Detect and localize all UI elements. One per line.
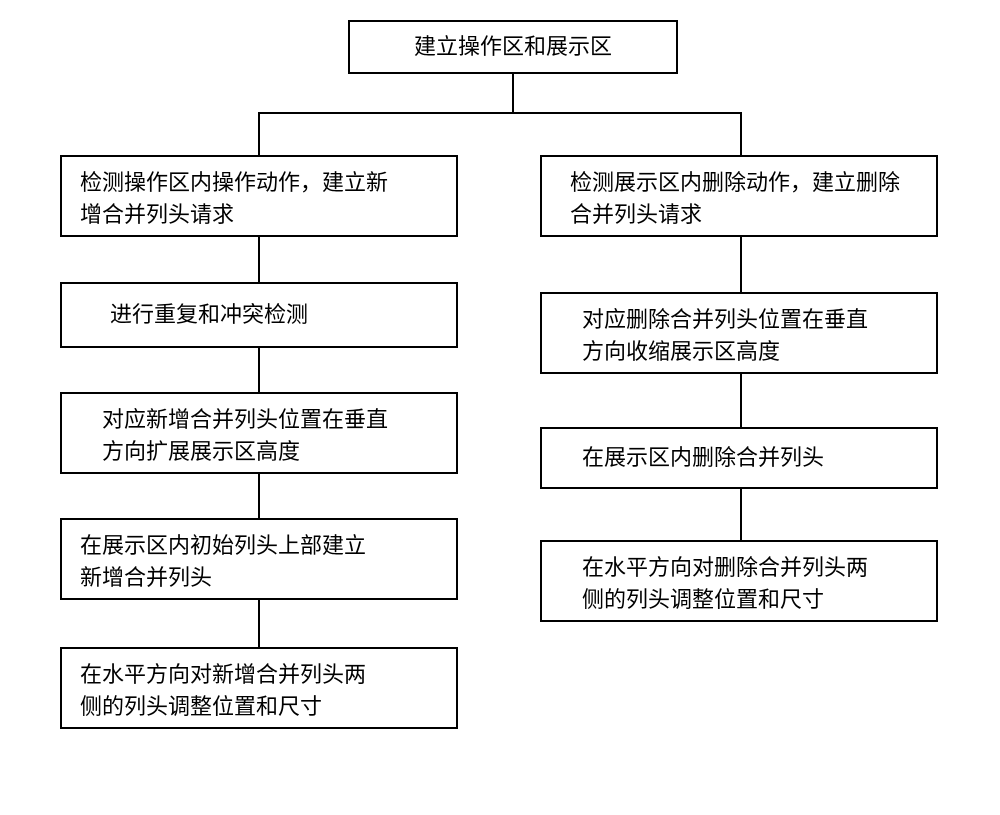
edge-l1-l2 [258,237,260,282]
edge-r1-r2 [740,237,742,292]
edge-branch-right-down [740,112,742,155]
node-l4-text: 在展示区内初始列头上部建立 新增合并列头 [80,530,366,594]
node-r4-text: 在水平方向对删除合并列头两 侧的列头调整位置和尺寸 [582,552,868,616]
node-r2-text: 对应删除合并列头位置在垂直 方向收缩展示区高度 [582,304,868,368]
node-l2: 进行重复和冲突检测 [60,282,458,348]
node-l5: 在水平方向对新增合并列头两 侧的列头调整位置和尺寸 [60,647,458,729]
node-root-text: 建立操作区和展示区 [368,31,658,63]
node-l1: 检测操作区内操作动作，建立新 增合并列头请求 [60,155,458,237]
edge-l4-l5 [258,600,260,647]
node-r4: 在水平方向对删除合并列头两 侧的列头调整位置和尺寸 [540,540,938,622]
node-l3-text: 对应新增合并列头位置在垂直 方向扩展展示区高度 [102,404,388,468]
edge-root-down [512,74,514,112]
edge-r2-r3 [740,374,742,427]
edge-r3-r4 [740,489,742,540]
node-l3: 对应新增合并列头位置在垂直 方向扩展展示区高度 [60,392,458,474]
node-l5-text: 在水平方向对新增合并列头两 侧的列头调整位置和尺寸 [80,659,366,723]
node-r3: 在展示区内删除合并列头 [540,427,938,489]
edge-branch-horizontal [258,112,742,114]
node-l4: 在展示区内初始列头上部建立 新增合并列头 [60,518,458,600]
edge-l2-l3 [258,348,260,392]
node-r2: 对应删除合并列头位置在垂直 方向收缩展示区高度 [540,292,938,374]
node-l1-text: 检测操作区内操作动作，建立新 增合并列头请求 [80,167,388,231]
edge-l3-l4 [258,474,260,518]
node-r3-text: 在展示区内删除合并列头 [582,442,824,474]
node-r1: 检测展示区内删除动作，建立删除 合并列头请求 [540,155,938,237]
node-l2-text: 进行重复和冲突检测 [110,299,308,331]
flowchart-canvas: 建立操作区和展示区 检测操作区内操作动作，建立新 增合并列头请求 进行重复和冲突… [0,0,1000,815]
node-r1-text: 检测展示区内删除动作，建立删除 合并列头请求 [570,167,900,231]
node-root: 建立操作区和展示区 [348,20,678,74]
edge-branch-left-down [258,112,260,155]
